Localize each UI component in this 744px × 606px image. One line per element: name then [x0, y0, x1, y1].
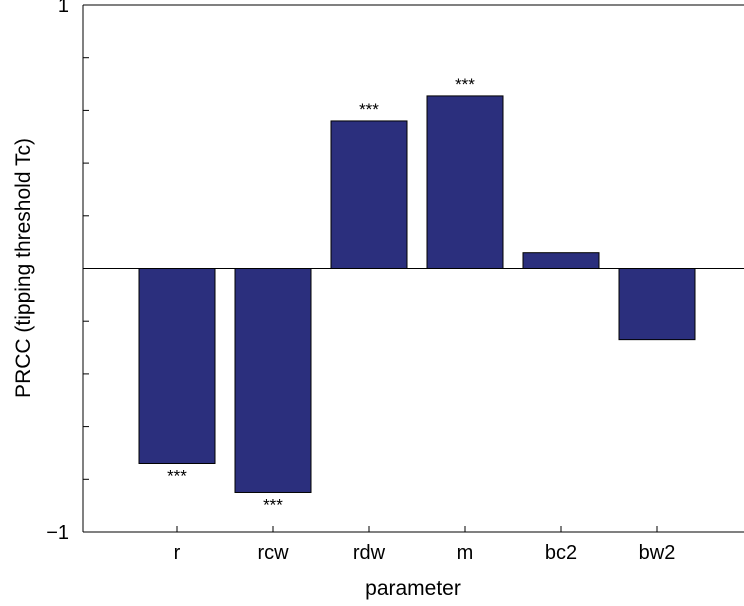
bar-rdw [330, 120, 408, 269]
y-tick-label: −1 [46, 522, 69, 544]
x-tick-label-bc2: bc2 [545, 542, 577, 564]
x-tick-label-r: r [174, 542, 181, 564]
x-tick-label-rdw: rdw [353, 542, 386, 564]
x-tick-label-rcw: rcw [257, 542, 289, 564]
x-axis-label: parameter [365, 577, 461, 600]
significance-label-r: *** [167, 466, 187, 485]
bar-rcw [234, 268, 312, 493]
significance-label-rcw: *** [263, 495, 283, 514]
bar-r [138, 268, 216, 464]
bar-m [426, 95, 504, 269]
significance-label-m: *** [455, 75, 475, 94]
bar-bc2 [522, 252, 600, 270]
x-tick-label-m: m [457, 542, 474, 564]
bar-bw2 [618, 268, 696, 341]
y-axis-label: PRCC (tipping threshold Tc) [12, 138, 35, 398]
x-tick-label-bw2: bw2 [639, 542, 676, 564]
y-tick-label: 1 [58, 0, 69, 17]
significance-label-rdw: *** [359, 100, 379, 119]
